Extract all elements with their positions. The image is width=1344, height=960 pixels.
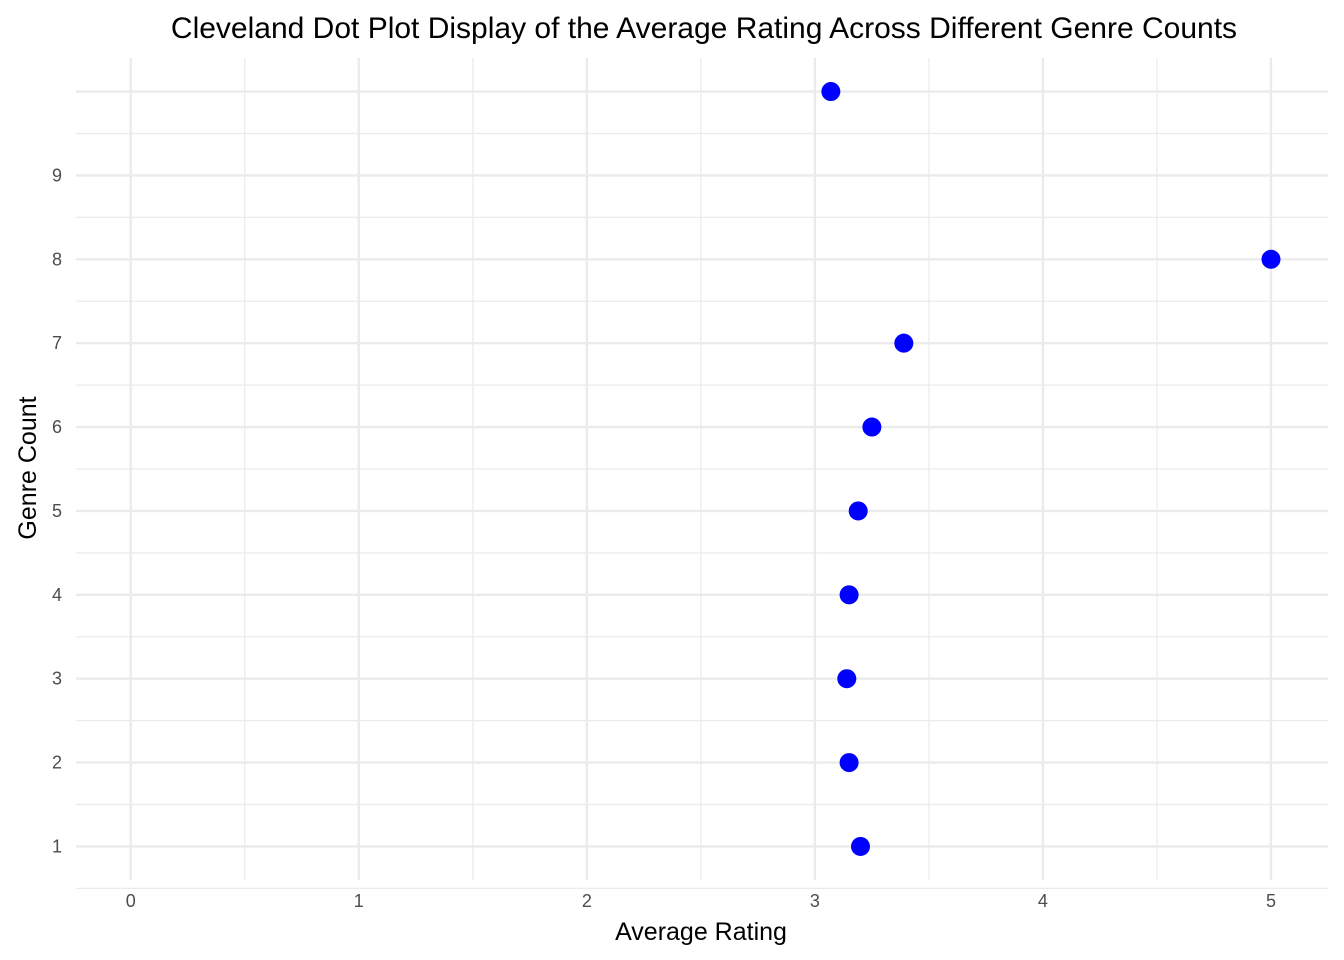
- x-tick-label: 1: [354, 891, 364, 911]
- x-tick-label: 0: [126, 891, 136, 911]
- x-tick-label: 5: [1266, 891, 1276, 911]
- data-point: [839, 585, 859, 605]
- data-point: [821, 82, 841, 102]
- x-tick-label: 4: [1038, 891, 1048, 911]
- y-axis-title: Genre Count: [14, 396, 42, 539]
- y-tick-label: 5: [52, 501, 62, 521]
- y-tick-label: 7: [52, 333, 62, 353]
- grid-lines: [76, 58, 1328, 889]
- x-tick-label: 3: [810, 891, 820, 911]
- x-axis-ticks: 0 1 2 3 4 5: [126, 891, 1276, 911]
- y-tick-label: 6: [52, 417, 62, 437]
- x-axis-title: Average Rating: [615, 918, 787, 946]
- data-point: [850, 836, 870, 856]
- y-tick-label: 9: [52, 165, 62, 185]
- y-tick-label: 1: [52, 836, 62, 856]
- data-points: [821, 82, 1281, 856]
- y-tick-label: 8: [52, 249, 62, 269]
- data-point: [848, 501, 868, 521]
- y-tick-label: 3: [52, 669, 62, 689]
- chart-title: Cleveland Dot Plot Display of the Averag…: [171, 12, 1237, 45]
- y-tick-label: 4: [52, 585, 62, 605]
- data-point: [1261, 249, 1281, 269]
- y-axis-ticks: 1 2 3 4 5 6 7 8 9: [52, 165, 62, 856]
- y-tick-label: 2: [52, 753, 62, 773]
- data-point: [862, 417, 882, 437]
- data-point: [837, 669, 857, 689]
- x-tick-label: 2: [582, 891, 592, 911]
- data-point: [839, 753, 859, 773]
- data-point: [894, 333, 914, 353]
